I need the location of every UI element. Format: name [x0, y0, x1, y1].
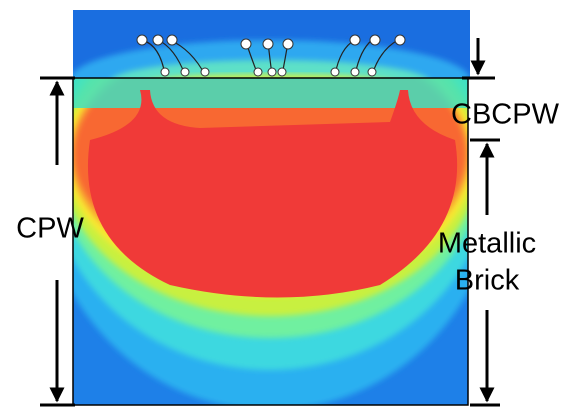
brick-label-line: Brick [455, 265, 520, 297]
cbcpw-label: CBCPW [451, 99, 560, 131]
diagram: CPW CBCPW Metallic Brick [0, 0, 575, 407]
brick-label-line: Metallic [438, 228, 536, 260]
cpw-label: CPW [16, 213, 84, 245]
